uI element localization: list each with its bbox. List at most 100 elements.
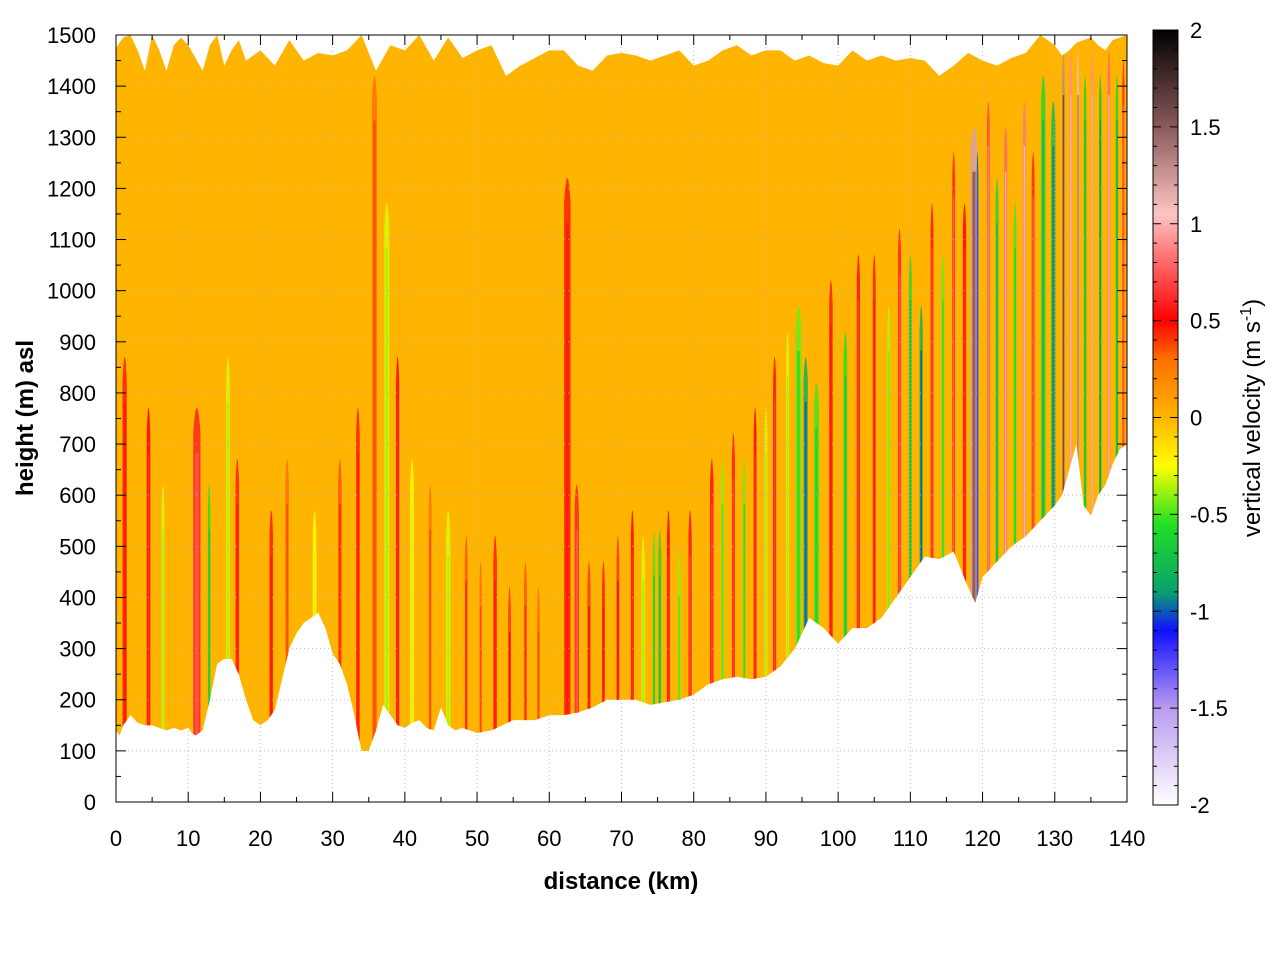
velocity-band-core [804,401,807,751]
colorbar-ticks: -2 -1.5 -1 -0.5 0 0.5 1 1.5 2 [1153,18,1228,818]
velocity-band-core [1052,146,1055,751]
x-tick-label: 100 [820,826,857,851]
velocity-band-core [1014,248,1016,751]
velocity-band-core [678,596,681,751]
velocity-band [658,530,662,751]
velocity-band [652,530,656,751]
velocity-band [962,203,967,751]
velocity-band-core [447,555,450,751]
velocity-band-core [653,575,655,751]
velocity-band-core [565,222,569,751]
velocity-band [338,459,342,751]
velocity-band-core [952,197,955,751]
velocity-band [1031,152,1035,751]
velocity-band [1083,75,1087,751]
velocity-band-core [887,350,890,751]
colorbar-title-superscript: -1 [1238,307,1255,321]
velocity-band [616,536,620,751]
y-tick-label: 200 [59,688,96,713]
velocity-band-core [575,529,578,751]
y-ticks: 0 100 200 300 400 500 600 700 800 900 1000 1100 1200… [47,23,1127,815]
velocity-band-core [339,504,341,751]
velocity-band [803,357,808,751]
velocity-band-core [1032,197,1034,751]
y-tick-label: 1100 [49,228,96,253]
velocity-band-core [873,299,875,751]
velocity-band [887,305,891,751]
velocity-band [1076,50,1079,751]
velocity-band-core [773,401,776,751]
velocity-band-core [797,350,800,751]
velocity-band-core [270,555,273,751]
x-axis-title: distance (km) [544,868,699,895]
velocity-band-core [857,299,860,751]
velocity-band [1091,50,1094,751]
velocity-band [813,382,820,751]
velocity-band [428,484,432,751]
velocity-band-core [1084,120,1086,751]
velocity-band [786,331,790,751]
velocity-band [537,587,540,751]
velocity-band [731,433,735,751]
velocity-band-core [920,350,922,751]
velocity-band [772,357,777,751]
velocity-band [897,229,902,751]
velocity-band [976,152,979,751]
velocity-band [1004,127,1008,751]
velocity-band-core [357,452,359,751]
velocity-band-core [396,401,399,751]
velocity-band [396,357,400,751]
y-tick-label: 900 [59,330,96,355]
velocity-field [116,35,1127,751]
velocity-band [356,408,360,751]
velocity-band-core [617,580,619,751]
velocity-band-core [765,452,767,751]
velocity-band-core [537,631,540,751]
velocity-band-core [743,504,746,751]
velocity-band-core [667,555,670,751]
colorbar-tick-label: -2 [1190,793,1210,818]
y-tick-label: 0 [84,790,96,815]
y-tick-label: 1500 [47,23,96,48]
velocity-band-core [942,299,944,751]
x-tick-label: 70 [609,826,633,851]
velocity-band-core [987,146,990,751]
velocity-band-body [312,510,317,751]
velocity-band-core [972,171,976,751]
velocity-band-core [1004,171,1007,751]
velocity-band [122,357,127,751]
velocity-band [464,536,468,751]
x-tick-label: 110 [893,826,928,851]
velocity-band [372,75,378,751]
colorbar-title-close: ) [1239,299,1266,307]
velocity-band-core [411,504,413,751]
velocity-band-core [898,273,901,751]
velocity-band-core [1091,95,1094,751]
velocity-band [666,510,670,751]
velocity-band [688,510,692,751]
velocity-band [1122,60,1125,751]
velocity-band [587,561,591,751]
velocity-band-core [385,248,388,751]
velocity-band-core [508,631,511,751]
velocity-band-core [642,580,644,751]
velocity-band-core [1108,95,1110,751]
velocity-band [641,536,645,751]
colorbar: -2 -1.5 -1 -0.5 0 0.5 1 1.5 2 vertical velocity … [1152,18,1266,818]
velocity-band-core [373,120,376,751]
velocity-band-core [286,504,288,751]
velocity-band [872,254,876,751]
velocity-band-core [524,606,527,751]
velocity-band-core [732,478,735,751]
colorbar-tick-label: -1 [1190,599,1210,624]
grid-lines [116,35,1127,802]
x-tick-label: 140 [1109,826,1146,851]
velocity-band [856,254,860,751]
x-ticks: 0 10 20 30 40 50 60 70 80 90 100 110 120 130 140 [110,35,1145,851]
y-tick-label: 400 [59,585,96,610]
velocity-band [1069,50,1072,751]
velocity-band [677,551,681,751]
x-tick-label: 20 [248,826,272,851]
y-tick-label: 1300 [47,125,96,150]
